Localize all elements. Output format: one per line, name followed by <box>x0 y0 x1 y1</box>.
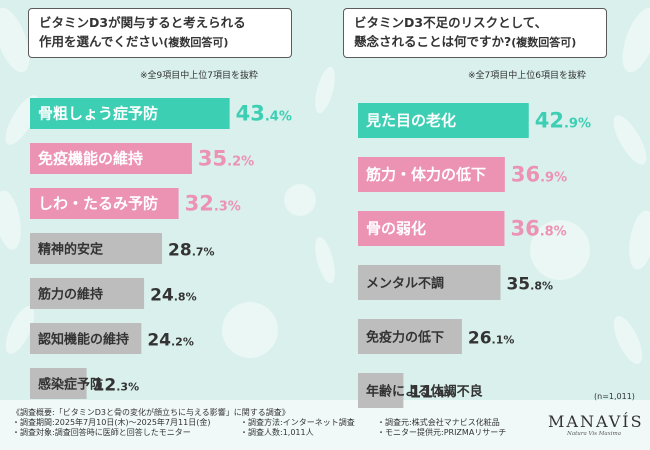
sample-size-note: (n=1,011) <box>594 392 635 401</box>
left-question-box: ビタミンD3が関与すると考えられる 作用を選んでください(複数回答可) <box>28 8 292 58</box>
right-value-label-2: 36.8% <box>510 217 566 241</box>
left-category-label-1: 免疫機能の維持 <box>38 150 143 168</box>
left-value-label-6: 12.3% <box>93 376 140 396</box>
right-value-label-1: 36.9% <box>511 163 567 187</box>
survey-source: ・調査元:株式会社マナビス化粧品 <box>377 418 500 427</box>
left-value-label-0: 43.4% <box>236 102 292 126</box>
left-bar-0 <box>30 98 230 129</box>
left-title-multi: (複数回答可) <box>163 36 229 49</box>
right-bar-5 <box>358 373 404 408</box>
right-value-label-5: 11.4% <box>409 383 456 403</box>
left-category-label-4: 筋力の維持 <box>37 287 103 303</box>
left-bar-1 <box>30 143 192 174</box>
brand-logo: MANAVÍS Natura Vis Maxima <box>548 412 644 437</box>
right-category-label-1: 筋力・体力の低下 <box>365 166 486 184</box>
survey-period: ・調査期間:2025年7月10日(木)～2025年7月11日(金) <box>12 418 211 427</box>
left-title-line2: 作用を選んでください <box>39 34 164 49</box>
left-category-label-5: 認知機能の維持 <box>38 332 129 348</box>
right-bar-1 <box>358 157 505 192</box>
left-value-label-4: 24.8% <box>150 286 197 306</box>
right-question-box: ビタミンD3不足のリスクとして、 懸念されることは何ですか?(複数回答可) <box>343 8 607 58</box>
right-note: ※全7項目中上位6項目を抜粋 <box>468 71 586 81</box>
right-category-label-0: 見た目の老化 <box>365 112 456 130</box>
brand-tagline: Natura Vis Maxima <box>567 431 621 437</box>
left-category-label-2: しわ・たるみ予防 <box>38 195 158 213</box>
left-value-label-1: 35.2% <box>198 147 254 171</box>
survey-title: 《調査概要:「ビタミンD3と骨の変化が顔立ちに与える影響」に関する調査》 <box>12 408 290 417</box>
right-bar-3 <box>358 265 501 300</box>
left-bar-4 <box>30 278 145 309</box>
left-bar-3 <box>30 233 163 264</box>
left-value-label-3: 28.7% <box>168 241 215 261</box>
right-value-label-0: 42.9% <box>535 109 591 133</box>
left-note: ※全9項目中上位7項目を抜粋 <box>140 71 258 81</box>
right-category-label-5: 年齢による体調不良 <box>366 384 483 400</box>
right-category-label-2: 骨の弱化 <box>366 220 426 238</box>
right-title-multi: (複数回答可) <box>511 36 577 49</box>
survey-provider: ・モニター提供元:PRIZMAリサーチ <box>377 428 507 437</box>
right-value-label-4: 26.1% <box>468 329 515 349</box>
left-category-label-3: 精神的安定 <box>38 242 103 258</box>
right-category-label-4: 免疫力の低下 <box>366 330 444 346</box>
right-bar-0 <box>358 103 529 138</box>
left-category-label-0: 骨粗しょう症予防 <box>38 105 158 123</box>
right-value-label-3: 35.8% <box>506 275 553 295</box>
left-bar-5 <box>30 323 142 354</box>
left-bar-2 <box>30 188 179 219</box>
left-value-label-2: 32.3% <box>185 192 241 216</box>
survey-overview: 《調査概要:「ビタミンD3と骨の変化が顔立ちに与える影響」に関する調査》 ・調査… <box>12 408 506 438</box>
right-bar-4 <box>358 319 462 354</box>
brand-name: MANAVÍS <box>548 412 644 431</box>
left-value-label-5: 24.2% <box>147 331 194 351</box>
survey-count: ・調査人数:1,011人 <box>240 428 314 437</box>
right-bar-2 <box>358 211 505 246</box>
left-bar-6 <box>30 368 87 399</box>
right-category-label-3: メンタル不調 <box>366 276 444 292</box>
survey-target: ・調査対象:調査回答時に医師と回答したモニター <box>12 428 191 437</box>
right-title-line2: 懸念されることは何ですか? <box>354 34 512 49</box>
survey-method: ・調査方法:インターネット調査 <box>240 418 355 427</box>
left-title-line1: ビタミンD3が関与すると考えられる <box>39 15 246 30</box>
left-category-label-6: 感染症予防 <box>38 377 103 393</box>
right-title-line1: ビタミンD3不足のリスクとして、 <box>354 15 548 30</box>
